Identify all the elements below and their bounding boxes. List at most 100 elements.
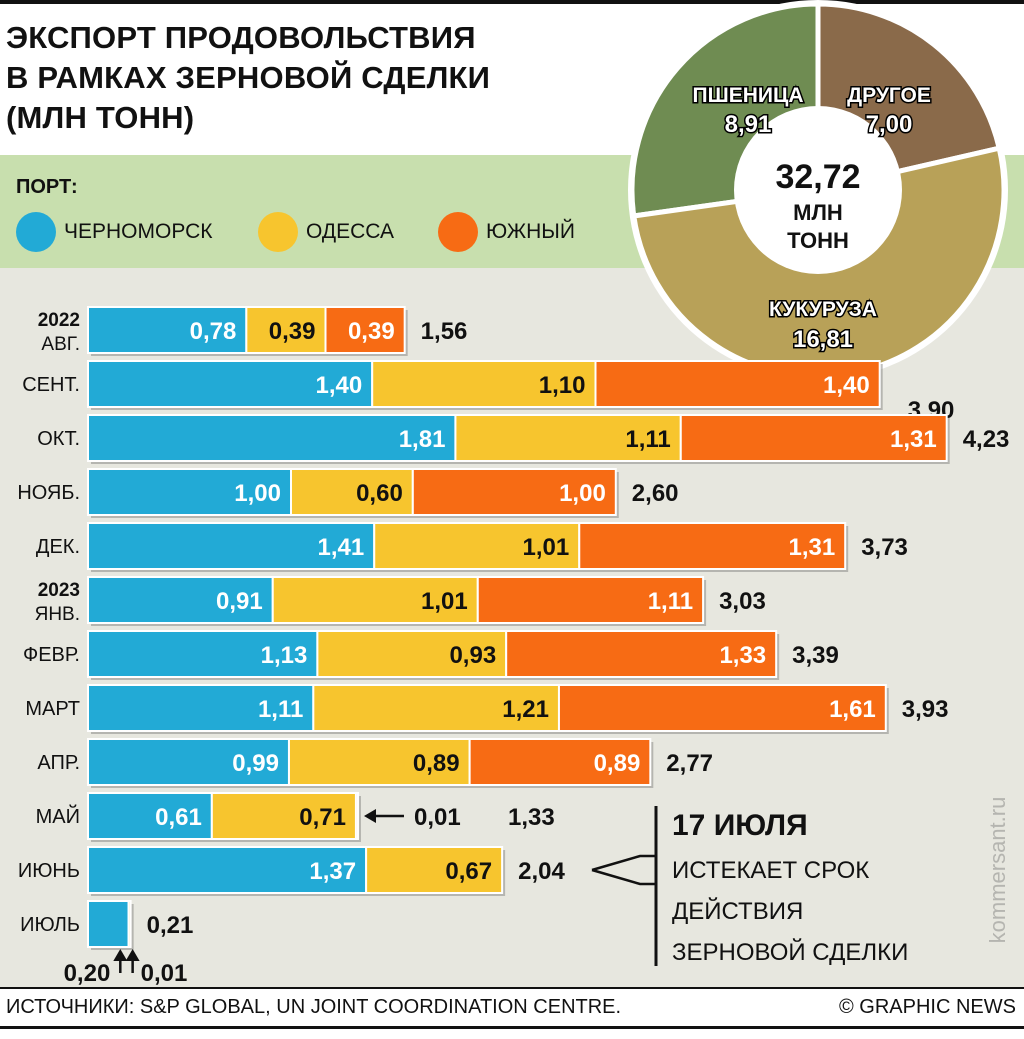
bar-chernomorsk-дек <box>87 522 376 570</box>
pie-total-unit-1: МЛН <box>793 200 843 225</box>
bar-label-yuzhny-февр: 1,33 <box>719 642 766 669</box>
bar-label-yuzhny-дек: 1,31 <box>788 534 835 561</box>
page-title: ЭКСПОРТ ПРОДОВОЛЬСТВИЯ В РАМКАХ ЗЕРНОВОЙ… <box>6 18 606 138</box>
footer-rule <box>0 987 1024 989</box>
bar-label-chernomorsk-янв: 0,91 <box>216 588 263 615</box>
bar-chernomorsk-сент <box>87 360 374 408</box>
bar-chernomorsk-янв <box>87 576 274 624</box>
bar-odessa-февр <box>316 630 508 678</box>
bar-yuzhny-янв <box>476 576 705 624</box>
bar-yuzhny-дек <box>578 522 847 570</box>
bar-chernomorsk-окт <box>87 414 457 462</box>
bar-label-odessa-дек: 1,01 <box>523 534 570 561</box>
month-label-июнь: ИЮНЬ <box>18 860 80 882</box>
pie-value-other: 7,00 <box>866 111 913 138</box>
bar-odessa-май <box>210 792 357 840</box>
bar-odessa-сент <box>371 360 597 408</box>
bar-label-chernomorsk-февр: 1,13 <box>261 642 308 669</box>
bar-odessa-окт <box>454 414 682 462</box>
month-label-нояб: НОЯБ. <box>17 482 80 504</box>
title-line-2: В РАМКАХ ЗЕРНОВОЙ СДЕЛКИ <box>6 60 491 95</box>
month-label-июль: ИЮЛЬ <box>20 914 80 936</box>
bar-label-yuzhny-авг: 0,39 <box>348 318 395 345</box>
bar-label-odessa-март: 1,21 <box>502 696 549 723</box>
bar-label-odessa-нояб: 0,60 <box>356 480 403 507</box>
watermark-text: kommersant.ru <box>985 796 1010 944</box>
total-label-март: 3,93 <box>902 696 949 723</box>
bar-label-chernomorsk-май: 0,61 <box>155 804 202 831</box>
legend-label-chernomorsk: ЧЕРНОМОРСК <box>64 220 213 243</box>
bar-label-odessa-сент: 1,10 <box>539 372 586 399</box>
month-label-дек: ДЕК. <box>36 536 80 558</box>
total-label-нояб: 2,60 <box>632 480 679 507</box>
bar-label-chernomorsk-нояб: 1,00 <box>234 480 281 507</box>
legend-title: ПОРТ: <box>16 176 78 198</box>
pie-total-unit-2: ТОНН <box>787 228 849 253</box>
top-rule <box>0 0 1024 4</box>
legend-swatch-odessa <box>258 212 298 252</box>
total-label-янв: 3,03 <box>719 588 766 615</box>
title-line-1: ЭКСПОРТ ПРОДОВОЛЬСТВИЯ <box>6 20 476 55</box>
legend-item-chernomorsk: ЧЕРНОМОРСК <box>16 212 213 252</box>
bar-yuzhny-апр <box>468 738 652 786</box>
total-label-июль: 0,21 <box>147 912 194 939</box>
bar-label-chernomorsk-март: 1,11 <box>258 696 303 723</box>
total-label-июнь: 2,04 <box>518 858 565 885</box>
bar-label-yuzhny-сент: 1,40 <box>823 372 870 399</box>
bar-yuzhny-май <box>354 792 359 840</box>
bar-label-odessa-янв: 1,01 <box>421 588 468 615</box>
month-label-сент: СЕНТ. <box>22 374 80 396</box>
bar-label-yuzhny-нояб: 1,00 <box>559 480 606 507</box>
bar-yuzhny-сент <box>594 360 881 408</box>
bar-label-odessa-май: 0,71 <box>299 804 346 831</box>
bar-yuzhny-окт <box>679 414 948 462</box>
bar-chernomorsk-июль <box>87 900 130 948</box>
total-label-апр: 2,77 <box>666 750 713 777</box>
legend-swatch-chernomorsk <box>16 212 56 252</box>
callout-arrow-may-head <box>363 809 376 823</box>
pie-value-corn: 16,81 <box>793 326 853 353</box>
pie-total-value: 32,72 <box>775 158 860 196</box>
callout-label-may-yuzhny: 0,01 <box>414 804 461 831</box>
bar-yuzhny-февр <box>505 630 778 678</box>
bar-label-chernomorsk-окт: 1,81 <box>399 426 446 453</box>
total-label-май: 1,33 <box>508 804 555 831</box>
total-label-авг: 1,56 <box>421 318 468 345</box>
bar-label-chernomorsk-дек: 1,41 <box>318 534 365 561</box>
note-bracket-bottom <box>591 868 656 886</box>
legend-item-odessa: ОДЕССА <box>258 212 394 252</box>
month-label-май: МАЙ <box>36 804 80 828</box>
bar-label-odessa-апр: 0,89 <box>413 750 460 777</box>
bar-label-chernomorsk-сент: 1,40 <box>315 372 362 399</box>
month-label-янв: ЯНВ. <box>35 604 80 625</box>
bar-yuzhny-нояб <box>411 468 617 516</box>
bar-odessa-авг <box>245 306 327 354</box>
bar-label-chernomorsk-июнь: 1,37 <box>309 858 356 885</box>
bar-chernomorsk-авг <box>87 306 248 354</box>
pie-label-other: ДРУГОЕ <box>847 84 931 107</box>
month-label-окт: ОКТ. <box>37 428 80 450</box>
bar-label-yuzhny-янв: 1,11 <box>648 588 693 615</box>
bar-chernomorsk-июнь <box>87 846 368 894</box>
note-line-2: ДЕЙСТВИЯ <box>672 898 804 925</box>
callout-label-jul-odessa: 0,01 <box>141 960 188 987</box>
bar-odessa-нояб <box>290 468 414 516</box>
total-label-окт: 4,23 <box>963 426 1010 453</box>
bar-odessa-июнь <box>365 846 504 894</box>
bar-chernomorsk-май <box>87 792 213 840</box>
note-bracket-top <box>591 854 656 872</box>
bar-label-yuzhny-окт: 1,31 <box>890 426 937 453</box>
month-label-авг: АВГ. <box>41 334 80 355</box>
source-text: ИСТОЧНИКИ: S&P GLOBAL, UN JOINT COORDINA… <box>6 996 622 1018</box>
legend-swatch-yuzhny <box>438 212 478 252</box>
pie-value-wheat: 8,91 <box>725 111 772 138</box>
bar-chernomorsk-апр <box>87 738 290 786</box>
callout-arrow-jul-b-head <box>125 949 140 961</box>
bar-odessa-дек <box>373 522 581 570</box>
year-label-2023: 2023 <box>38 580 80 601</box>
month-label-февр: ФЕВР. <box>23 644 80 666</box>
bar-label-chernomorsk-апр: 0,99 <box>232 750 279 777</box>
title-line-3: (МЛН ТОНН) <box>6 100 195 135</box>
bar-label-odessa-июнь: 0,67 <box>445 858 492 885</box>
deal-expiry-note: 17 ИЮЛЯ ИСТЕКАЕТ СРОК ДЕЙСТВИЯ ЗЕРНОВОЙ … <box>672 808 972 973</box>
